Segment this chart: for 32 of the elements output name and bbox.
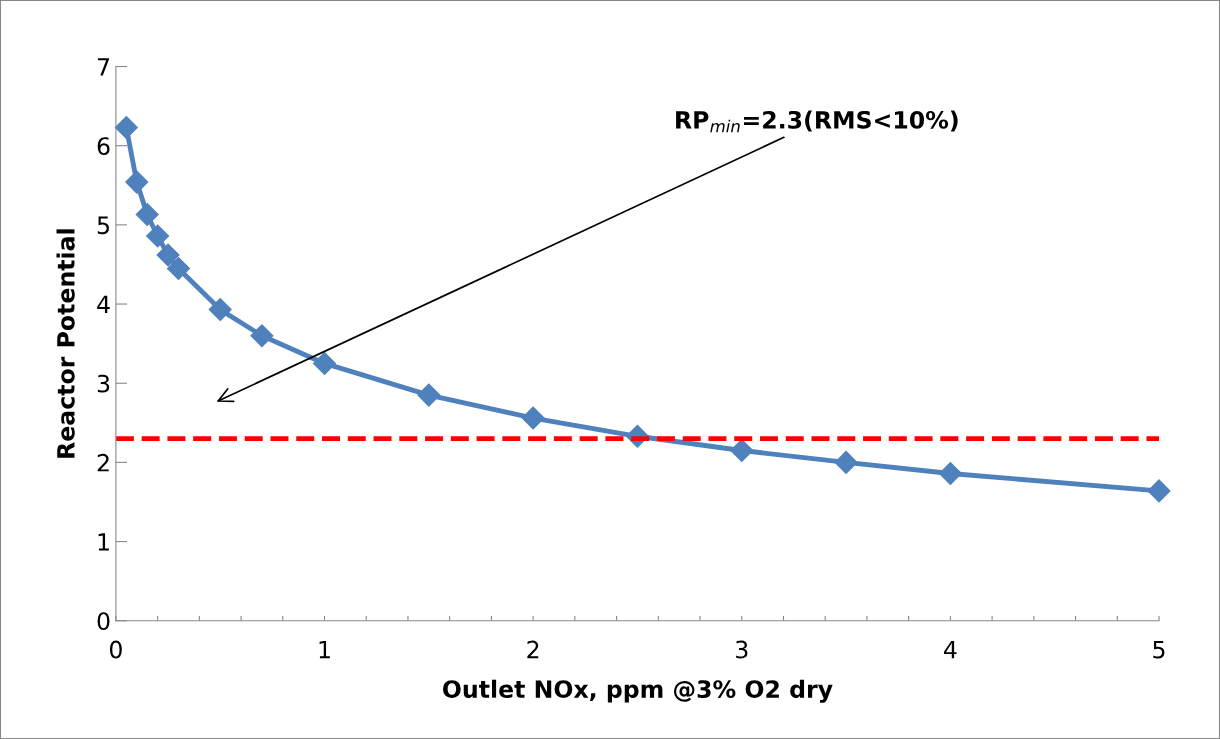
y-tick-label: 2 bbox=[97, 453, 109, 472]
point bbox=[834, 450, 858, 474]
x-tick-label: 1 bbox=[319, 640, 330, 659]
x-tick-label: 2 bbox=[527, 640, 539, 659]
y-tick-label: 5 bbox=[97, 216, 109, 235]
x-tick-label: 0 bbox=[109, 640, 122, 659]
y-tick-label: 3 bbox=[97, 374, 110, 393]
point bbox=[114, 115, 138, 139]
point bbox=[417, 383, 441, 407]
point bbox=[125, 170, 149, 194]
y-tick-label: 7 bbox=[97, 58, 110, 76]
point bbox=[156, 243, 180, 267]
point bbox=[313, 351, 337, 375]
point bbox=[1147, 479, 1171, 503]
x-tick-label: 4 bbox=[944, 640, 957, 659]
point bbox=[135, 203, 159, 227]
annotation: RP$_{min}$=2.3(RMS<10%) bbox=[676, 110, 958, 133]
x-tick-label: 5 bbox=[1153, 640, 1165, 659]
point bbox=[208, 298, 232, 322]
x-tick-label: 3 bbox=[736, 640, 748, 659]
point bbox=[521, 406, 545, 430]
y-axis-title: Reactor Potential bbox=[56, 229, 75, 458]
y-tick-label: 4 bbox=[97, 295, 110, 314]
point bbox=[146, 224, 170, 248]
y-tick-label: 6 bbox=[97, 137, 110, 155]
point bbox=[250, 324, 274, 348]
point bbox=[938, 461, 962, 485]
point bbox=[166, 256, 190, 280]
x-axis-title: Outlet NOx, ppm @3% O2 dry bbox=[443, 679, 833, 703]
point bbox=[730, 439, 754, 463]
y-tick-label: 0 bbox=[97, 612, 110, 631]
y-tick-label: 1 bbox=[98, 533, 109, 551]
